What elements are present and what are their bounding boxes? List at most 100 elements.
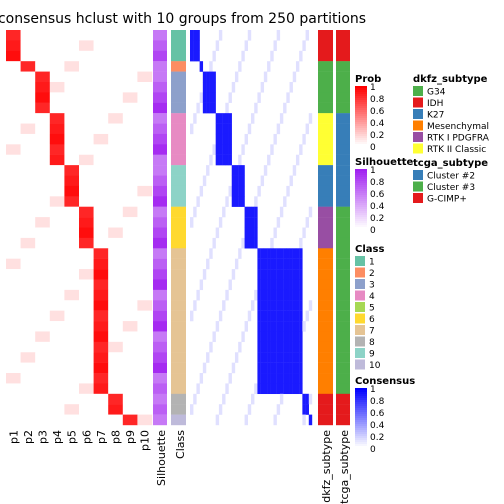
prob-cell <box>93 144 109 155</box>
prob-legend-swatch <box>355 130 367 133</box>
consensus-cell <box>244 414 248 426</box>
consensus-legend-swatch <box>355 430 367 433</box>
consensus-cell <box>295 269 300 280</box>
prob-cell <box>64 362 80 374</box>
silhouette-cell <box>153 50 167 62</box>
prob-legend-swatch <box>355 126 367 129</box>
prob-cell <box>93 373 109 384</box>
prob-cell <box>108 50 123 62</box>
consensus-cell <box>273 227 277 239</box>
tcga-subtype-cell <box>336 175 350 187</box>
prob-cell <box>108 341 123 353</box>
prob-cell <box>6 248 21 259</box>
consensus-cell <box>228 373 232 384</box>
consensus-cell <box>286 321 290 332</box>
prob-cell <box>64 383 80 395</box>
prob-cell <box>6 144 21 155</box>
consensus-cell <box>241 196 245 207</box>
consensus-cell <box>286 341 290 353</box>
prob-cell <box>20 196 36 207</box>
consensus-cell <box>302 40 306 51</box>
prob-cell <box>122 206 138 218</box>
prob-legend-swatch <box>355 98 367 101</box>
consensus-cell <box>267 61 271 72</box>
silhouette-cell <box>153 154 167 166</box>
silhouette-legend-swatch <box>355 221 367 224</box>
tcga-subtype-legend-title: tcga_subtype <box>413 158 488 169</box>
silhouette-legend-title: Silhouette <box>355 157 414 168</box>
consensus-cell <box>289 175 293 187</box>
consensus-cell <box>263 300 268 311</box>
consensus-cell <box>263 279 268 291</box>
prob-cell <box>137 154 153 166</box>
consensus-cell <box>292 362 297 374</box>
prob-cell <box>6 133 21 145</box>
dkfz-subtype-cell <box>318 40 333 51</box>
consensus-cell <box>202 71 207 83</box>
tcga-subtype-cell <box>336 92 350 103</box>
column-label: p10 <box>139 430 152 451</box>
consensus-cell <box>234 258 239 270</box>
prob-cell <box>93 341 109 353</box>
silhouette-legend-tick: 0.4 <box>370 202 385 212</box>
prob-cell <box>6 383 21 395</box>
prob-cell <box>122 50 138 62</box>
class-legend-item: 2 <box>369 269 375 279</box>
consensus-cell <box>241 165 245 176</box>
dkfz-subtype-cell <box>318 300 333 311</box>
class-cell <box>171 269 186 280</box>
class-legend-swatch <box>355 279 365 289</box>
class-legend-title: Class <box>355 244 384 255</box>
consensus-cell <box>260 258 265 270</box>
prob-cell <box>49 404 65 415</box>
consensus-cell <box>286 300 290 311</box>
consensus-cell <box>283 362 287 374</box>
prob-cell <box>122 175 138 187</box>
column-label: tcga_subtype <box>338 430 351 504</box>
prob-cell <box>6 404 21 415</box>
prob-cell <box>122 237 138 249</box>
class-legend-item: 6 <box>369 315 375 325</box>
prob-cell <box>93 300 109 311</box>
consensus-cell <box>273 331 277 343</box>
prob-cell <box>35 217 50 228</box>
prob-legend-tick: 0.2 <box>370 131 384 141</box>
prob-cell <box>122 321 138 332</box>
prob-cell <box>49 227 65 239</box>
prob-cell <box>49 362 65 374</box>
prob-cell <box>20 61 36 72</box>
consensus-legend-swatch <box>355 406 367 409</box>
consensus-legend-tick: 0 <box>370 445 376 455</box>
prob-cell <box>108 300 123 311</box>
consensus-cell <box>276 331 281 343</box>
consensus-cell <box>218 113 223 124</box>
legends: Prob10.80.60.40.20Silhouette10.80.60.40.… <box>355 74 490 455</box>
consensus-cell <box>283 102 287 114</box>
consensus-cell <box>267 310 271 322</box>
tcga-subtype-cell <box>336 133 350 145</box>
dkfz-subtype-cell <box>318 30 333 41</box>
prob-legend-tick: 0.8 <box>370 95 385 105</box>
silhouette-cell <box>153 217 167 228</box>
consensus-cell <box>254 289 258 301</box>
consensus-cell <box>276 352 281 363</box>
prob-cell <box>137 414 153 426</box>
subtype-annotation-columns <box>318 30 350 426</box>
consensus-cell <box>238 175 242 187</box>
consensus-cell <box>308 300 313 311</box>
prob-cell <box>35 331 50 343</box>
prob-cell <box>122 165 138 176</box>
consensus-cell <box>247 237 252 249</box>
consensus-cell <box>273 279 277 291</box>
consensus-cell <box>267 331 271 343</box>
prob-cell <box>49 102 65 114</box>
prob-cell <box>49 185 65 197</box>
consensus-cell <box>276 383 281 395</box>
prob-cell <box>49 61 65 72</box>
consensus-cell <box>276 279 281 291</box>
dkfz-subtype-cell <box>318 414 333 426</box>
consensus-cell <box>260 248 265 259</box>
consensus-cell <box>295 341 300 353</box>
consensus-cell <box>302 227 306 239</box>
consensus-cell <box>302 414 306 426</box>
